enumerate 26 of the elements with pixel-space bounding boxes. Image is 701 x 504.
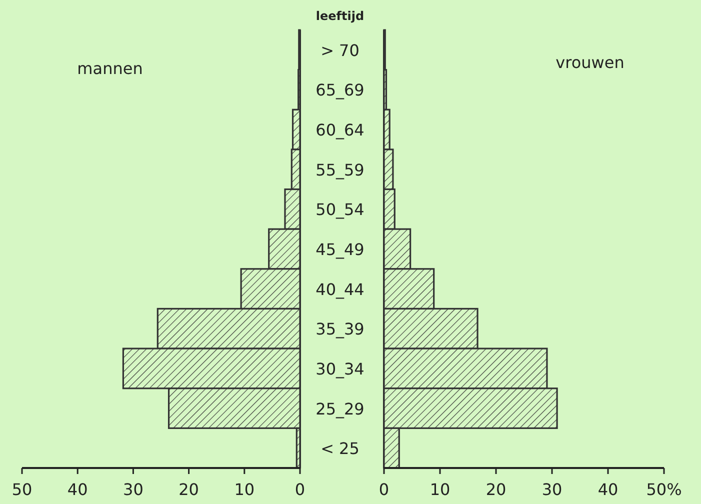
y-tick-label: 40_44 — [316, 280, 364, 299]
text: vrouwen — [556, 53, 624, 72]
y-tick-label: 45_49 — [316, 240, 364, 259]
x-tick-label: 50% — [646, 480, 682, 499]
y-tick-label: > 70 — [320, 40, 360, 60]
x-tick-label: 30 — [123, 480, 144, 499]
y-tick-label: 50_54 — [316, 200, 364, 220]
x-tick-label: 20 — [486, 480, 506, 499]
y-tick-label: 55_59 — [316, 160, 364, 180]
x-tick-label: 50 — [12, 480, 32, 499]
y-axis-title: leeftijd — [316, 9, 364, 23]
x-tick-label: 10 — [430, 480, 450, 499]
y-tick-label: < 25 — [320, 439, 360, 458]
y-tick-label: 35_39 — [316, 320, 364, 339]
x-tick-label: 40 — [67, 480, 88, 499]
y-tick-label: 65_69 — [316, 80, 364, 100]
x-tick-label: 0 — [378, 480, 390, 499]
text: mannen — [77, 59, 143, 78]
x-tick-label: 20 — [178, 480, 199, 499]
y-tick-label: 25_29 — [316, 399, 364, 418]
x-tick-label: 30 — [542, 480, 562, 499]
y-tick-label: 60_64 — [316, 120, 364, 140]
x-tick-label: 0 — [294, 480, 306, 499]
x-tick-label: 40 — [598, 480, 618, 499]
y-tick-label: 30_34 — [316, 359, 364, 378]
x-tick-label: 10 — [234, 480, 255, 499]
